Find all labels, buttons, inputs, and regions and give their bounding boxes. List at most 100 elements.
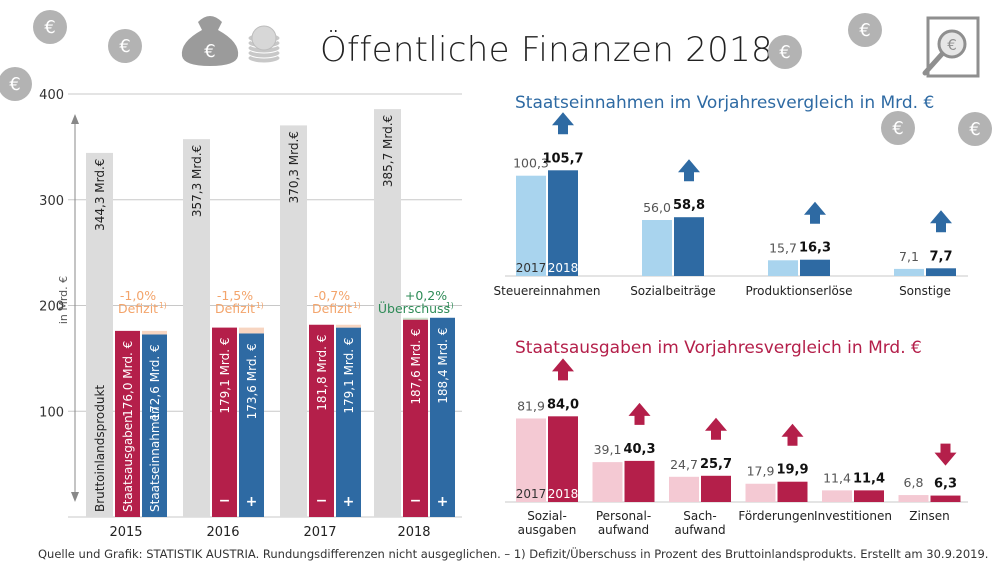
x-tick-label: 2018 — [397, 525, 430, 540]
minus-sign: − — [219, 493, 231, 509]
x-tick-label: Produktionserlöse — [745, 284, 852, 298]
bar-2017 — [592, 462, 623, 502]
value-label-2018: 19,9 — [776, 463, 808, 478]
series-label-revenue: Staatseinnahmen — [148, 406, 162, 512]
bar-expense — [403, 318, 428, 517]
category-group: 17,9 19,9 Förderungen — [738, 463, 814, 523]
euro-sign: € — [892, 118, 903, 139]
y-tick-label: 300 — [39, 194, 64, 209]
balance-word: Überschuss — [378, 300, 450, 316]
category-group: 81,9 84,0 Sozial-ausgaben 2017 2018 — [516, 397, 579, 537]
expense-chart-title: Staatsausgaben im Vorjahresvergleich in … — [515, 338, 922, 358]
trend-up-icon — [628, 402, 651, 425]
coin-disc — [33, 10, 67, 44]
bag-body — [181, 30, 239, 66]
x-tick-label: Förderungen — [738, 509, 814, 523]
year-group: 357,3 Mrd.€ 179,1 Mrd. € 173,6 Mrd. € -1,5%… — [183, 139, 264, 540]
euro-coin-icon: € — [958, 112, 992, 146]
bar-revenue — [142, 334, 167, 517]
euro-coin-icon: € — [108, 29, 142, 63]
balance-percent: -1,5% — [217, 288, 253, 303]
category-group: 15,7 16,3 Produktionserlöse — [745, 240, 852, 298]
lens — [937, 29, 967, 59]
value-label-2018: 58,8 — [673, 198, 705, 213]
bar-label-revenue: 172,6 Mrd. € — [148, 344, 162, 420]
category-group: 6,8 6,3 Zinsen — [898, 475, 961, 523]
value-label-2017: 56,0 — [643, 200, 671, 215]
x-tick-label: Zinsen — [909, 509, 949, 523]
category-group: 11,4 11,4 Investitionen — [814, 470, 892, 523]
magnifier-euro-icon: € — [922, 16, 980, 78]
arrow-shape — [628, 402, 651, 425]
bar-2017 — [768, 260, 798, 276]
bar-2018 — [548, 170, 578, 276]
y-tick-label: 200 — [39, 300, 64, 315]
value-label-2017: 15,7 — [769, 240, 797, 255]
series-label-expense: Staatsausgaben — [121, 415, 135, 512]
x-tick-label: Sozial- — [527, 509, 567, 523]
coin-disc — [768, 35, 802, 69]
bar-2018 — [926, 268, 956, 276]
bar-2017 — [894, 268, 924, 276]
value-label-2017: 17,9 — [747, 464, 775, 479]
euro-coin-icon: € — [0, 67, 32, 101]
bar-revenue — [430, 317, 455, 517]
bar-label-bip: 357,3 Mrd.€ — [190, 145, 204, 217]
series-label-bip: Bruttoinlandsprodukt — [93, 385, 107, 512]
coin-top — [251, 25, 277, 51]
handle — [922, 51, 945, 76]
bar-2018 — [930, 495, 961, 502]
bar-balance-gap — [336, 324, 361, 328]
bar-label-revenue: 188,4 Mrd. € — [436, 328, 450, 404]
x-tick-label: aufwand — [674, 523, 725, 537]
bar-bip — [183, 139, 210, 517]
bar-2018 — [701, 475, 731, 502]
value-label-2017: 100,3 — [513, 156, 549, 171]
value-label-2018: 6,3 — [934, 477, 957, 492]
euro-sign: € — [44, 17, 55, 38]
bar-revenue — [239, 333, 264, 517]
balance-word: Defizit — [215, 301, 255, 316]
coin-disc — [958, 112, 992, 146]
bag-top — [198, 16, 222, 30]
coin-disc — [848, 13, 882, 47]
euro-coin-icon: € — [768, 35, 802, 69]
euro-sign: € — [859, 20, 870, 41]
x-tick-label: Personal- — [596, 509, 651, 523]
bar-2017 — [669, 476, 699, 502]
value-label-2017: 39,1 — [594, 442, 622, 457]
category-group: 24,7 25,7 Sach-aufwand — [669, 457, 732, 537]
bar-2017 — [516, 175, 546, 276]
euro-sign: € — [204, 41, 215, 62]
trend-up-icon — [930, 210, 952, 233]
plus-sign: + — [437, 494, 449, 510]
bar-expense — [309, 324, 334, 517]
euro-sign: € — [119, 36, 130, 57]
arrow-shape — [934, 443, 957, 466]
bar-label-bip: 370,3 Mrd.€ — [287, 131, 301, 203]
category-group: 7,1 7,7 Sonstige — [894, 249, 956, 298]
bar-balance-gap — [142, 330, 167, 335]
x-tick-label: 2017 — [303, 525, 336, 540]
coin-stack-icon — [247, 25, 281, 64]
bar-label-expense: 176,0 Mrd. € — [121, 341, 135, 417]
y-tick-label: 100 — [39, 405, 64, 420]
x-tick-label: 2015 — [109, 525, 142, 540]
bar-revenue — [336, 327, 361, 517]
value-label-2017: 24,7 — [670, 457, 698, 472]
value-label-2018: 11,4 — [853, 471, 885, 486]
minus-sign: − — [410, 493, 422, 509]
bar-2017 — [642, 220, 672, 276]
minus-sign: − — [316, 493, 328, 509]
balance-percent: -0,7% — [314, 288, 350, 303]
bar-2018 — [548, 416, 578, 502]
series-label-2018: 2018 — [548, 261, 579, 275]
value-label-2017: 81,9 — [517, 398, 545, 413]
arrow-shape — [930, 210, 952, 233]
y-tick-label: 400 — [39, 88, 64, 103]
trend-up-icon — [705, 417, 727, 440]
bar-2018 — [624, 460, 655, 502]
bar-2018 — [674, 217, 704, 276]
plus-sign: + — [246, 494, 258, 510]
